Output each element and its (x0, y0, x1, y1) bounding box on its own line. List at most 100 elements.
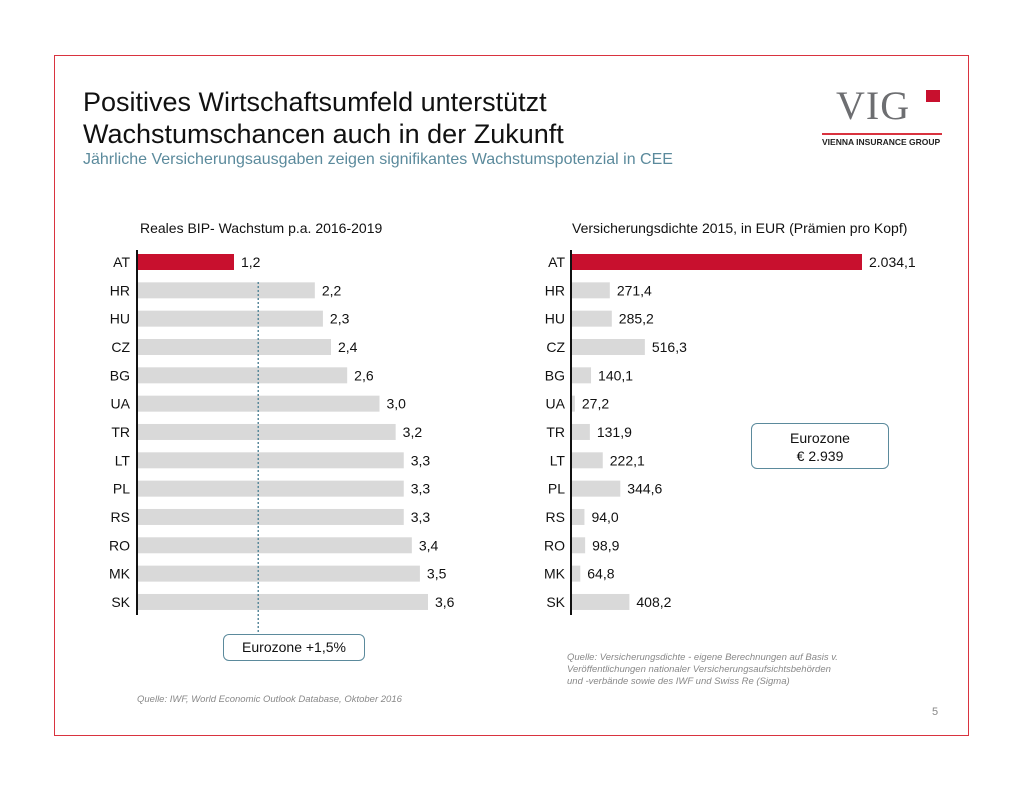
title-line-2: Wachstumschancen auch in der Zukunft (83, 119, 564, 149)
source-right-line: Quelle: Versicherungsdichte - eigene Ber… (567, 652, 838, 663)
bar (137, 338, 331, 355)
value-label: 140,1 (598, 367, 633, 383)
value-label: 98,9 (592, 537, 619, 553)
category-label: HR (110, 282, 130, 298)
bar (137, 565, 420, 582)
category-label: LT (550, 452, 566, 468)
value-label: 2.034,1 (869, 254, 916, 270)
value-label: 2,2 (322, 282, 342, 298)
bar (137, 537, 412, 554)
category-label: BG (110, 367, 130, 383)
value-label: 27,2 (582, 396, 609, 412)
bar (571, 452, 603, 469)
bar (571, 338, 645, 355)
category-label: UA (111, 396, 131, 412)
bar (137, 310, 323, 327)
vig-logo: VIG VIENNA INSURANCE GROUP (820, 83, 945, 147)
category-label: RS (546, 509, 565, 525)
value-label: 3,6 (435, 594, 455, 610)
source-right: Quelle: Versicherungsdichte - eigene Ber… (567, 652, 838, 688)
value-label: 3,0 (387, 396, 407, 412)
category-label: CZ (546, 339, 565, 355)
category-label: HU (110, 311, 130, 327)
slide-frame (54, 55, 969, 736)
value-label: 2,4 (338, 339, 358, 355)
category-label: HU (545, 311, 565, 327)
source-right-line: und -verbände sowie des IWF und Swiss Re… (567, 676, 790, 687)
chart-title-gdp: Reales BIP- Wachstum p.a. 2016-2019 (140, 220, 383, 236)
logo-divider (822, 133, 942, 135)
category-label: MK (109, 566, 131, 582)
category-label: AT (113, 254, 130, 270)
shield-icon (926, 90, 940, 102)
eurozone-gdp-label: Eurozone +1,5% (223, 634, 365, 661)
value-label: 408,2 (636, 594, 671, 610)
slide-subtitle: Jährliche Versicherungsausgaben zeigen s… (83, 151, 673, 168)
value-label: 2,6 (354, 367, 374, 383)
bar (137, 593, 428, 610)
value-label: 3,3 (411, 481, 431, 497)
value-label: 222,1 (610, 452, 645, 468)
category-label: HR (545, 282, 565, 298)
category-label: RO (544, 537, 565, 553)
source-right-line: Veröffentlichungen nationaler Versicheru… (567, 664, 831, 675)
value-label: 131,9 (597, 424, 632, 440)
bar (571, 537, 586, 554)
eurozone-density-box: Eurozone € 2.939 (751, 423, 889, 469)
category-label: SK (546, 594, 565, 610)
bar (571, 310, 612, 327)
source-left: Quelle: IWF, World Economic Outlook Data… (137, 694, 402, 705)
bar (571, 593, 630, 610)
chart-title-density: Versicherungsdichte 2015, in EUR (Prämie… (572, 220, 908, 236)
annotation-line-2: € 2.939 (796, 448, 844, 464)
bar (571, 480, 621, 497)
bar (571, 282, 610, 299)
bar (137, 508, 404, 525)
value-label: 516,3 (652, 339, 687, 355)
category-label: MK (544, 566, 566, 582)
bar (571, 395, 575, 412)
category-label: SK (111, 594, 130, 610)
value-label: 271,4 (617, 282, 652, 298)
category-label: PL (113, 481, 130, 497)
value-label: 3,3 (411, 452, 431, 468)
bar (137, 480, 404, 497)
bar (137, 282, 315, 299)
value-label: 3,3 (411, 509, 431, 525)
category-label: UA (546, 396, 566, 412)
category-label: LT (115, 452, 131, 468)
bar (137, 367, 348, 384)
value-label: 285,2 (619, 311, 654, 327)
value-label: 3,4 (419, 537, 439, 553)
category-label: RO (109, 537, 130, 553)
bar (137, 423, 396, 440)
category-label: TR (546, 424, 565, 440)
value-label: 3,5 (427, 566, 447, 582)
value-label: 64,8 (587, 566, 614, 582)
bar (137, 254, 234, 270)
value-label: 2,3 (330, 311, 350, 327)
bar (571, 423, 590, 440)
page-number: 5 (932, 706, 939, 718)
category-label: PL (548, 481, 565, 497)
category-label: BG (545, 367, 565, 383)
value-label: 344,6 (627, 481, 662, 497)
bar (137, 452, 404, 469)
value-label: 3,2 (403, 424, 423, 440)
value-label: 1,2 (241, 254, 261, 270)
bar (571, 565, 581, 582)
category-label: AT (548, 254, 565, 270)
bar (571, 508, 585, 525)
slide-title: Positives Wirtschaftsumfeld unterstützt W… (83, 86, 564, 150)
bar (571, 254, 862, 270)
category-label: TR (111, 424, 130, 440)
logo-text: VIG (836, 83, 911, 128)
logo-tagline: VIENNA INSURANCE GROUP (822, 137, 941, 147)
value-label: 94,0 (591, 509, 618, 525)
category-label: RS (111, 509, 130, 525)
title-line-1: Positives Wirtschaftsumfeld unterstützt (83, 87, 547, 117)
bar (571, 367, 592, 384)
category-label: CZ (111, 339, 130, 355)
annotation-line-1: Eurozone (790, 430, 850, 446)
